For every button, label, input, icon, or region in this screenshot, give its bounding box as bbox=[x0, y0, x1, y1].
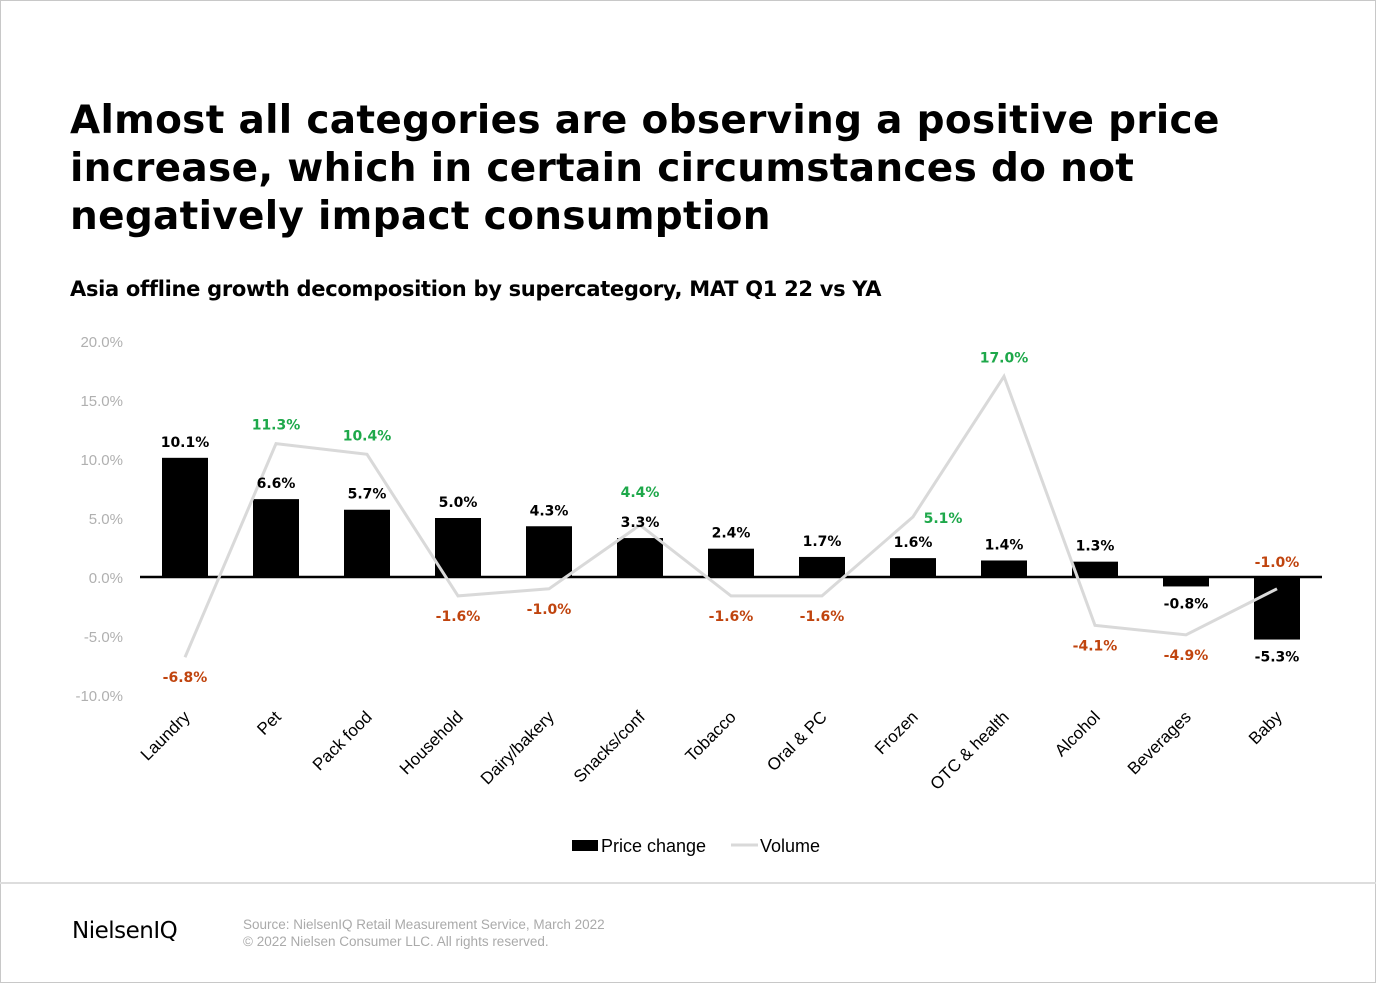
category-label: Pack food bbox=[309, 707, 376, 774]
category-label: Oral & PC bbox=[763, 707, 831, 775]
price-data-label: 4.3% bbox=[530, 503, 569, 519]
legend-label-volume: Volume bbox=[760, 836, 820, 856]
volume-line bbox=[183, 373, 1278, 658]
volume-data-label: -6.8% bbox=[163, 670, 208, 686]
y-tick-label: 15.0% bbox=[80, 393, 123, 410]
source-text: Source: NielsenIQ Retail Measurement Ser… bbox=[243, 917, 605, 932]
volume-data-label: -1.6% bbox=[436, 609, 481, 625]
y-tick-label: -10.0% bbox=[75, 688, 123, 705]
price-bar bbox=[1163, 577, 1209, 587]
price-bar bbox=[799, 556, 845, 577]
category-label: Pet bbox=[253, 707, 285, 739]
category-label: Snacks/conf bbox=[570, 707, 649, 786]
price-data-label: -5.3% bbox=[1255, 650, 1300, 666]
category-label: Frozen bbox=[871, 707, 922, 758]
price-data-label: 5.7% bbox=[348, 487, 387, 503]
volume-data-label: -1.0% bbox=[1255, 555, 1300, 571]
price-bar bbox=[435, 518, 481, 577]
y-tick-label: 0.0% bbox=[89, 570, 123, 587]
y-tick-label: 20.0% bbox=[80, 334, 123, 351]
price-data-label: 1.7% bbox=[803, 534, 842, 550]
copyright-text: © 2022 Nielsen Consumer LLC. All rights … bbox=[243, 934, 549, 949]
volume-data-label: 17.0% bbox=[980, 350, 1029, 366]
price-data-label: 1.6% bbox=[894, 535, 933, 551]
chart-title: Asia offline growth decomposition by sup… bbox=[70, 277, 882, 301]
page-title: Almost all categories are observing a po… bbox=[70, 98, 1220, 239]
legend-swatch-price-change bbox=[572, 840, 598, 851]
y-tick-label: 5.0% bbox=[89, 511, 123, 528]
price-bar bbox=[981, 560, 1027, 577]
nielseniq-logo: NielsenIQ bbox=[72, 918, 178, 944]
price-bar bbox=[253, 499, 299, 577]
volume-data-label: -1.6% bbox=[709, 609, 754, 625]
category-label: Laundry bbox=[137, 707, 194, 764]
volume-data-label: -4.9% bbox=[1164, 648, 1209, 664]
y-tick-label: 10.0% bbox=[80, 452, 123, 469]
price-data-label: -0.8% bbox=[1164, 596, 1209, 612]
price-data-label: 10.1% bbox=[161, 435, 210, 451]
price-data-label: 1.4% bbox=[985, 537, 1024, 553]
footer-divider bbox=[0, 882, 1376, 884]
price-bar bbox=[617, 538, 663, 577]
price-bar bbox=[162, 457, 208, 577]
volume-data-label: 5.1% bbox=[924, 511, 963, 527]
category-label: Alcohol bbox=[1051, 707, 1104, 760]
price-bar bbox=[1072, 561, 1118, 577]
category-label: OTC & health bbox=[927, 707, 1013, 793]
price-data-label: 2.4% bbox=[712, 526, 751, 542]
volume-data-label: -1.0% bbox=[527, 602, 572, 618]
price-bar bbox=[1254, 577, 1300, 640]
legend-label-price-change: Price change bbox=[601, 836, 706, 856]
volume-data-label: -1.6% bbox=[800, 609, 845, 625]
price-bar bbox=[890, 558, 936, 577]
source-note: Source: NielsenIQ Retail Measurement Ser… bbox=[243, 916, 605, 950]
volume-data-label: 11.3% bbox=[252, 418, 301, 434]
price-bar bbox=[526, 526, 572, 577]
price-data-label: 6.6% bbox=[257, 476, 296, 492]
category-label: Beverages bbox=[1124, 707, 1195, 778]
price-data-label: 5.0% bbox=[439, 495, 478, 511]
price-data-label: 1.3% bbox=[1076, 539, 1115, 555]
category-label: Household bbox=[396, 707, 467, 778]
price-bar bbox=[344, 509, 390, 577]
y-tick-label: -5.0% bbox=[84, 629, 123, 646]
volume-data-label: 4.4% bbox=[621, 485, 660, 501]
category-label: Dairy/bakery bbox=[477, 707, 558, 788]
volume-data-label: 10.4% bbox=[343, 428, 392, 444]
volume-data-label: -4.1% bbox=[1073, 638, 1118, 654]
price-data-label: 3.3% bbox=[621, 515, 660, 531]
category-label: Tobacco bbox=[682, 707, 740, 765]
price-bar bbox=[708, 548, 754, 577]
category-label: Baby bbox=[1245, 707, 1286, 748]
